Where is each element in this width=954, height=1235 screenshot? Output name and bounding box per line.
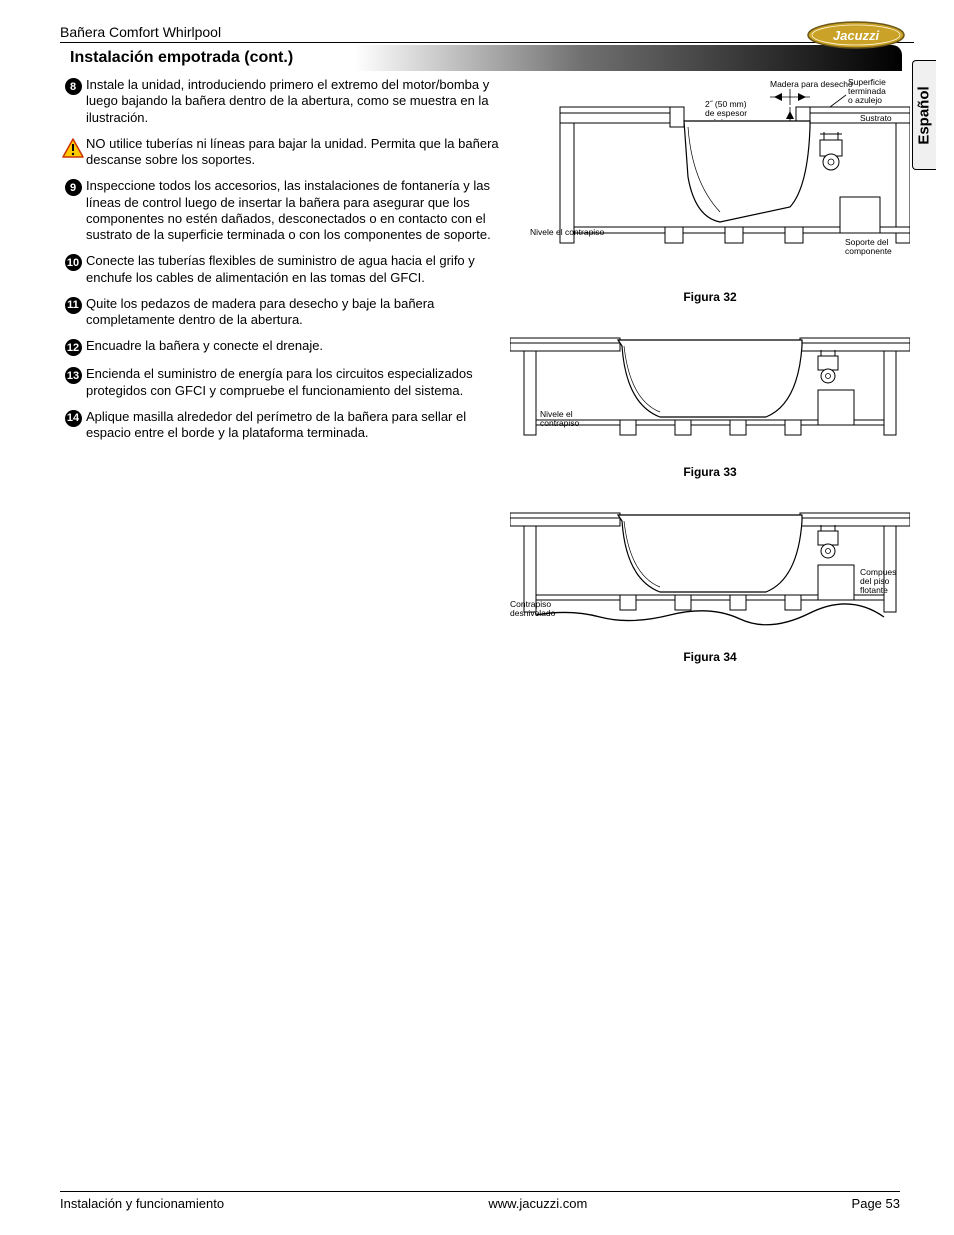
step-text: Quite los pedazos de madera para desecho… [86, 296, 500, 329]
step-12: 12 Encuadre la bañera y conecte el drena… [60, 338, 500, 356]
footer-center: www.jacuzzi.com [488, 1196, 587, 1211]
step-number-badge: 8 [60, 77, 86, 95]
step-8: 8 Instale la unidad, introduciendo prime… [60, 77, 500, 126]
footer-right: Page 53 [852, 1196, 900, 1211]
step-number-badge: 12 [60, 338, 86, 356]
step-text: Encienda el suministro de energía para l… [86, 366, 500, 399]
figure-caption: Figura 33 [510, 465, 910, 479]
svg-text:Sustrato: Sustrato [860, 113, 892, 123]
step-text: Aplique masilla alrededor del perímetro … [86, 409, 500, 442]
section-title: Instalación empotrada (cont.) [70, 49, 892, 67]
svg-text:Nivele elcontrapiso: Nivele elcontrapiso [540, 409, 579, 428]
step-9: 9 Inspeccione todos los accesorios, las … [60, 178, 500, 243]
step-10: 10 Conecte las tuberías flexibles de sum… [60, 253, 500, 286]
content-columns: 8 Instale la unidad, introduciendo prime… [60, 77, 914, 682]
svg-text:Soporte delcomponente: Soporte delcomponente [845, 237, 892, 256]
warning-icon [60, 136, 86, 158]
step-text: Instale la unidad, introduciendo primero… [86, 77, 500, 126]
brand-text: Jacuzzi [833, 28, 880, 43]
section-title-bar: Instalación empotrada (cont.) [60, 45, 902, 71]
step-text: Encuadre la bañera y conecte el drenaje. [86, 338, 500, 354]
step-11: 11 Quite los pedazos de madera para dese… [60, 296, 500, 329]
figure-caption: Figura 32 [510, 290, 910, 304]
language-label: Español [916, 86, 933, 144]
figure-caption: Figura 34 [510, 650, 910, 664]
figure-32: Madera para desecho Superficieterminadao… [510, 77, 910, 304]
step-text: Inspeccione todos los accesorios, las in… [86, 178, 500, 243]
step-number-badge: 9 [60, 178, 86, 196]
step-14: 14 Aplique masilla alrededor del perímet… [60, 409, 500, 442]
figures-column: Madera para desecho Superficieterminadao… [510, 77, 910, 682]
svg-text:Madera para desecho: Madera para desecho [770, 79, 853, 89]
page: Jacuzzi Bañera Comfort Whirlpool Español… [0, 0, 954, 1235]
figure-34: Contrapisodesnivelado Compuesdel pisoflo… [510, 497, 910, 664]
figure-33: Nivele elcontrapiso Figura 33 [510, 322, 910, 479]
svg-text:Nivele el contrapiso: Nivele el contrapiso [530, 227, 604, 237]
warning-note: NO utilice tuberías ni líneas para bajar… [60, 136, 500, 169]
step-text: NO utilice tuberías ni líneas para bajar… [86, 136, 500, 169]
step-number-badge: 14 [60, 409, 86, 427]
step-text: Conecte las tuberías flexibles de sumini… [86, 253, 500, 286]
svg-text:Contrapisodesnivelado: Contrapisodesnivelado [510, 599, 556, 618]
step-13: 13 Encienda el suministro de energía par… [60, 366, 500, 399]
brand-logo: Jacuzzi [806, 20, 906, 55]
svg-text:Superficieterminadao azulejo: Superficieterminadao azulejo [848, 77, 886, 105]
step-number-badge: 11 [60, 296, 86, 314]
header-product: Bañera Comfort Whirlpool [60, 24, 914, 43]
steps-column: 8 Instale la unidad, introduciendo prime… [60, 77, 500, 682]
step-number-badge: 13 [60, 366, 86, 384]
step-number-badge: 10 [60, 253, 86, 271]
language-tab: Español [912, 60, 936, 170]
footer-left: Instalación y funcionamiento [60, 1196, 224, 1211]
page-footer: Instalación y funcionamiento www.jacuzzi… [60, 1191, 900, 1211]
